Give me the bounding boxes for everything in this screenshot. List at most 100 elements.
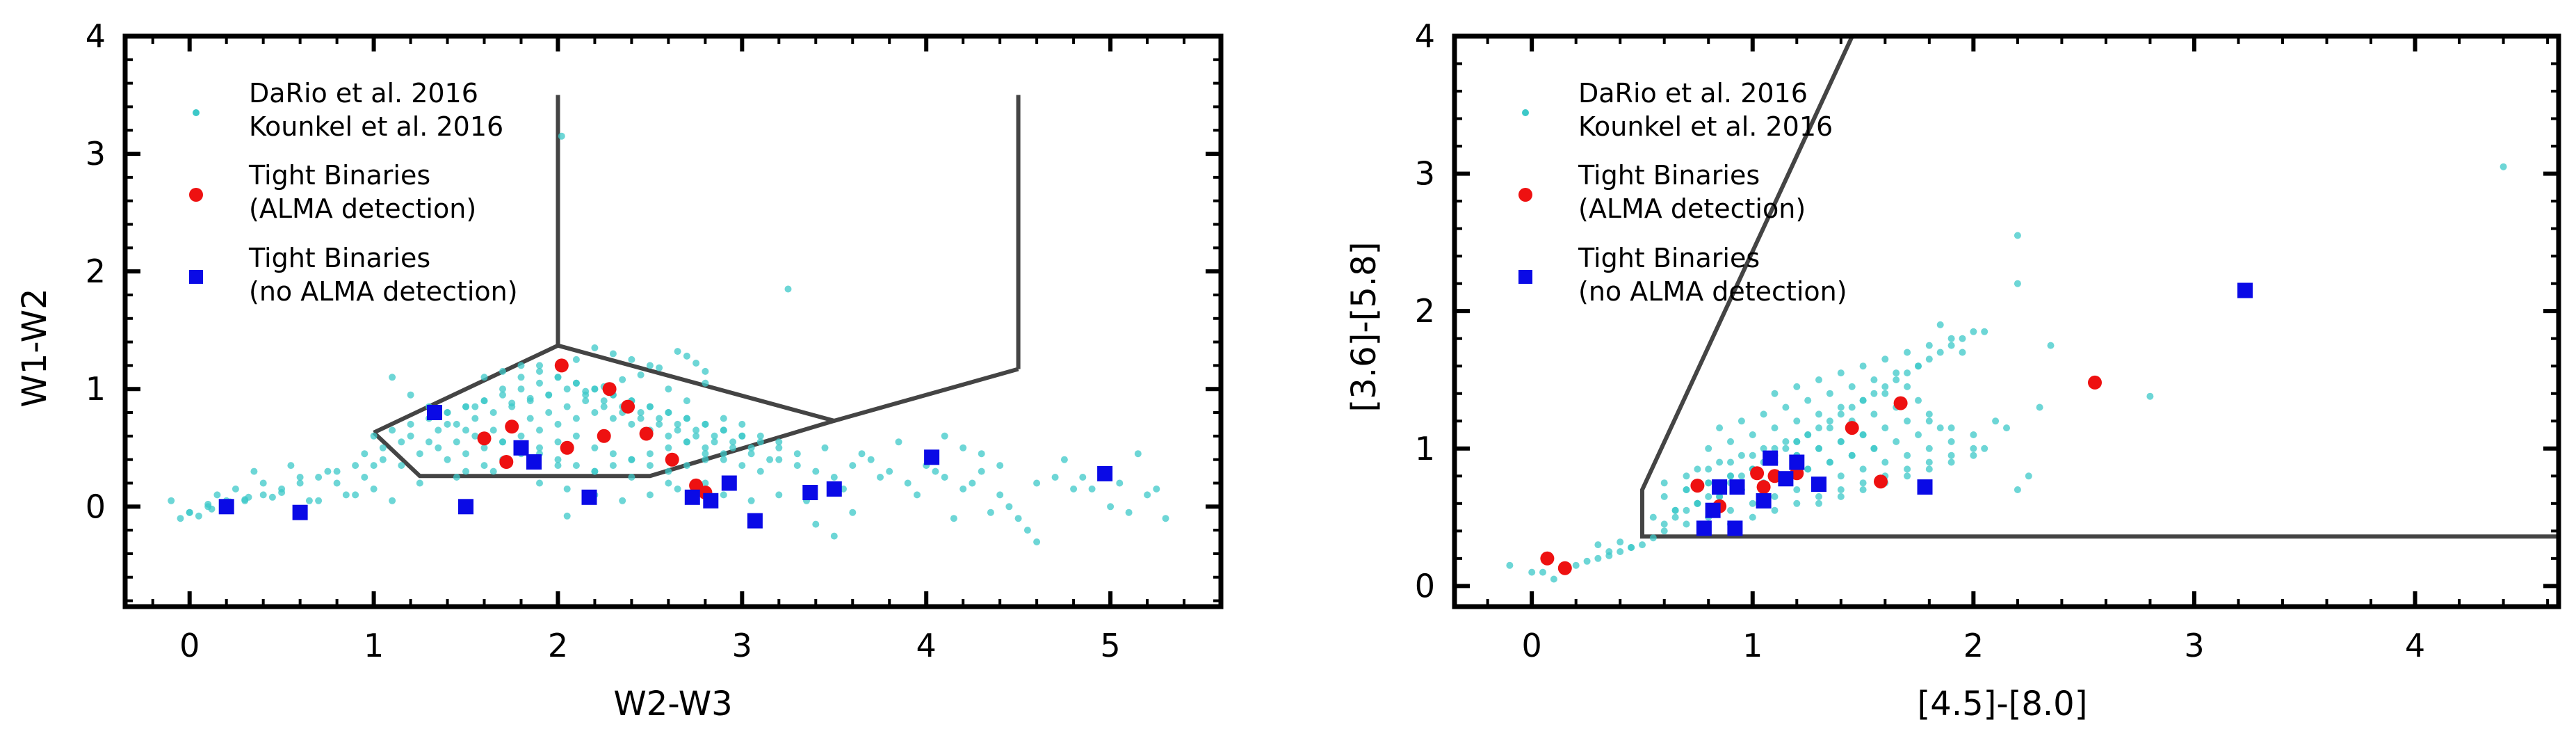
field-star-point	[1771, 424, 1779, 432]
x-tick-label: 1	[364, 627, 384, 664]
field-star-point	[489, 426, 497, 434]
x-tick-label: 0	[179, 627, 200, 664]
alma-detection-point	[602, 382, 617, 397]
field-star-point	[2036, 403, 2043, 411]
no-alma-detection-point	[1712, 479, 1728, 495]
field-star-point	[720, 415, 727, 422]
field-star-point	[904, 479, 912, 487]
legend-noalma-label-1: Tight Binaries	[248, 243, 430, 273]
field-star-point	[1904, 383, 1911, 390]
field-star-point	[950, 515, 957, 522]
field-star-point	[444, 409, 451, 416]
alma-detection-points	[477, 358, 713, 499]
field-star-point	[1815, 499, 1822, 507]
field-star-point	[407, 391, 414, 399]
field-star-point	[1815, 445, 1822, 452]
field-star-point	[1859, 486, 1867, 493]
field-star-point	[665, 444, 672, 451]
field-star-point	[572, 415, 580, 422]
field-star-point	[665, 479, 672, 487]
class-i-diagonal-line	[833, 367, 1019, 423]
alma-detection-point	[639, 426, 654, 441]
field-star-point	[1947, 458, 1955, 466]
field-star-point	[1033, 479, 1041, 487]
field-star-point	[1959, 349, 1966, 356]
field-star-point	[499, 438, 506, 446]
field-star-point	[480, 462, 488, 470]
boundary-lines	[372, 95, 1021, 479]
field-star-point	[1793, 438, 1801, 445]
field-star-point	[1716, 493, 1724, 500]
alma-detection-point	[499, 455, 514, 469]
field-star-point	[1716, 458, 1724, 466]
field-star-point	[480, 374, 488, 381]
field-star-point	[1970, 445, 1977, 452]
field-star-point	[1804, 431, 1812, 438]
field-star-point	[1749, 431, 1756, 438]
field-star-point	[563, 385, 571, 393]
field-star-point	[1804, 465, 1812, 473]
alma-detection-point	[2088, 375, 2102, 390]
field-star-point	[591, 467, 599, 475]
field-star-point	[342, 491, 350, 499]
field-star-point	[1683, 506, 1690, 514]
field-star-point	[563, 403, 571, 410]
field-star-point	[619, 497, 626, 504]
field-star-point	[683, 397, 690, 405]
field-star-point	[1060, 456, 1068, 463]
legend-field-label-2: Kounkel et al. 2016	[249, 111, 503, 142]
field-star-point	[1793, 417, 1801, 425]
field-star-point	[1904, 465, 1911, 473]
field-star-point	[738, 462, 746, 470]
field-star-point	[591, 385, 599, 393]
field-star-point	[1005, 503, 1013, 511]
field-star-point	[1837, 438, 1845, 445]
field-star-point	[1014, 515, 1022, 522]
field-star-point	[208, 505, 216, 513]
field-star-point	[1826, 424, 1833, 432]
field-star-point	[1671, 506, 1679, 514]
field-star-point	[1992, 417, 2000, 425]
field-star-point	[1826, 458, 1833, 466]
field-star-point	[1594, 541, 1602, 549]
field-star-point	[2014, 280, 2021, 287]
field-star-point	[812, 520, 820, 528]
x-tick-label: 2	[1963, 627, 1984, 664]
field-star-point	[2146, 392, 2154, 400]
field-star-point	[720, 450, 727, 458]
field-star-point	[315, 474, 323, 481]
field-star-point	[609, 450, 617, 458]
field-star-point	[756, 467, 764, 475]
x-tick-label: 1	[1742, 627, 1763, 664]
field-star-point	[1782, 403, 1790, 411]
field-star-point	[1837, 472, 1845, 480]
field-star-point	[674, 348, 681, 355]
field-star-point	[793, 462, 801, 470]
field-star-point	[2014, 232, 2021, 239]
field-star-point	[665, 385, 672, 393]
no-alma-detection-point	[292, 504, 308, 520]
field-star-point	[471, 403, 479, 410]
field-star-point	[756, 432, 764, 440]
field-star-point	[1771, 390, 1779, 397]
field-star-point	[941, 432, 948, 440]
legend-alma-label-1: Tight Binaries	[248, 160, 430, 191]
field-star-point	[517, 385, 525, 393]
field-star-point	[646, 462, 654, 470]
field-star-point	[996, 462, 1004, 470]
field-star-point	[1925, 445, 1933, 452]
field-star-point	[1737, 472, 1745, 480]
legend-noalma-label-2: (no ALMA detection)	[1578, 276, 1847, 307]
field-star-point	[1859, 362, 1867, 370]
field-star-point	[582, 387, 590, 395]
alma-detection-point	[1874, 474, 1888, 489]
field-star-point	[609, 462, 617, 470]
no-alma-detection-point	[802, 485, 818, 500]
field-star-point	[702, 450, 709, 458]
legend: DaRio et al. 2016 Kounkel et al. 2016 Ti…	[1518, 78, 1847, 307]
legend-field-label-2: Kounkel et al. 2016	[1578, 111, 1833, 142]
field-star-point	[462, 426, 469, 434]
no-alma-detection-point	[1917, 479, 1933, 495]
field-star-point	[287, 462, 295, 470]
field-star-point	[1705, 493, 1712, 500]
